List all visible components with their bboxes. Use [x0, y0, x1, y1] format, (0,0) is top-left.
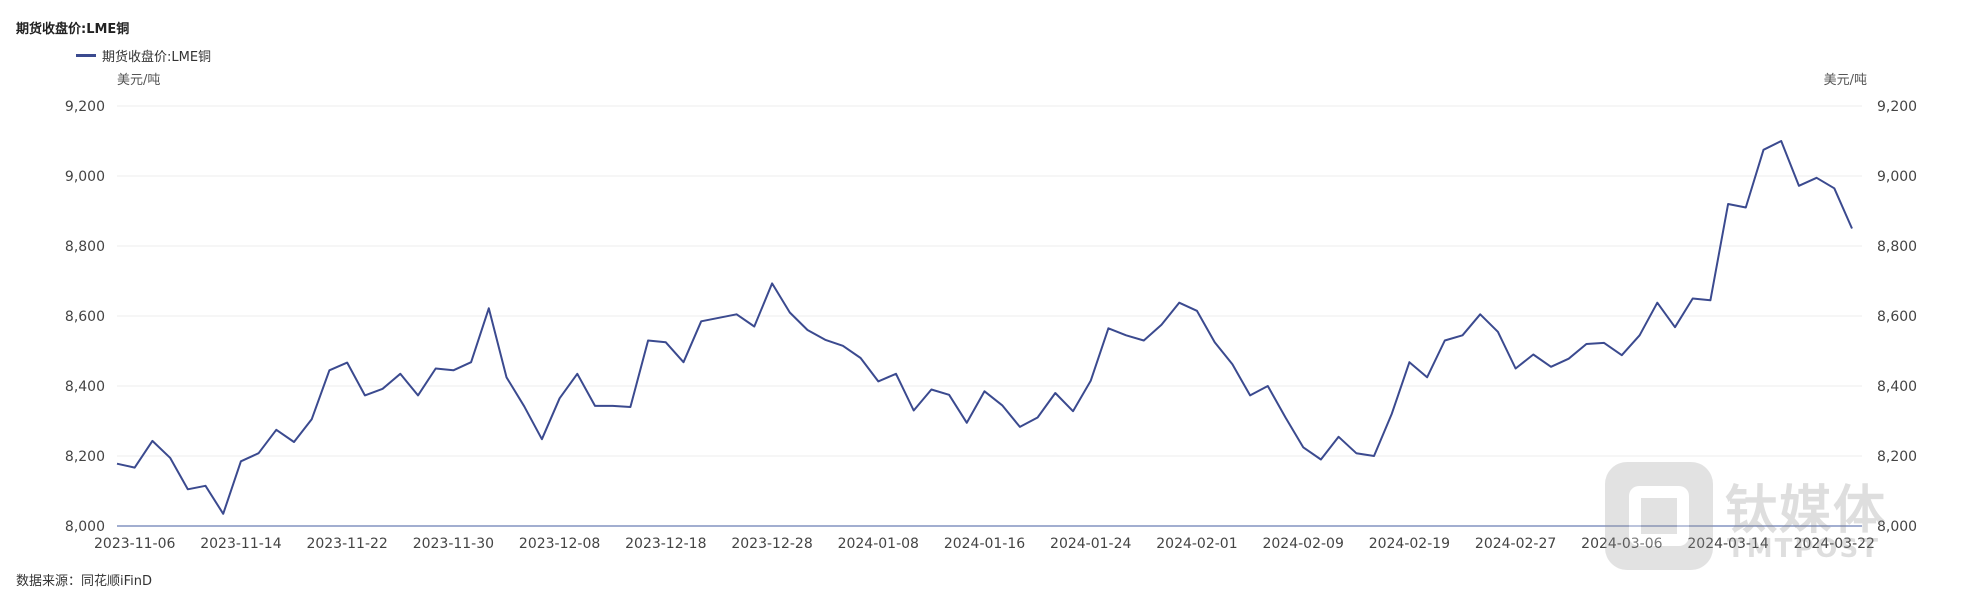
- x-tick-label: 2023-12-28: [731, 536, 812, 552]
- y-tick-label-left: 9,000: [65, 169, 105, 185]
- x-tick-label: 2024-02-09: [1262, 536, 1343, 552]
- y-tick-label-left: 8,600: [65, 309, 105, 325]
- x-tick-label: 2024-01-16: [944, 536, 1025, 552]
- x-tick-label: 2024-03-06: [1581, 536, 1662, 552]
- legend-swatch: [76, 54, 96, 57]
- x-tick-label: 2023-12-08: [519, 536, 600, 552]
- x-tick-label: 2024-03-14: [1687, 536, 1768, 552]
- x-tick-label: 2023-11-14: [200, 536, 281, 552]
- x-tick-label: 2024-02-27: [1475, 536, 1556, 552]
- watermark-t-icon: [1605, 462, 1713, 570]
- legend-label: 期货收盘价:LME铜: [102, 50, 212, 65]
- y-tick-label-left: 8,000: [65, 519, 105, 535]
- x-tick-label: 2024-02-19: [1369, 536, 1450, 552]
- x-tick-label: 2023-11-22: [306, 536, 387, 552]
- y-tick-label-right: 8,400: [1877, 379, 1917, 395]
- legend[interactable]: 期货收盘价:LME铜: [76, 46, 211, 65]
- watermark-brand-en: TMTPOST: [1727, 534, 1880, 564]
- y-tick-label-left: 8,400: [65, 379, 105, 395]
- y-axis-unit-left: 美元/吨: [117, 73, 160, 88]
- series-line: [116, 140, 1853, 515]
- y-tick-label-right: 8,600: [1877, 309, 1917, 325]
- y-tick-label-left: 8,200: [65, 449, 105, 465]
- y-tick-label-right: 9,000: [1877, 169, 1917, 185]
- chart-title: 期货收盘价:LME铜: [16, 22, 130, 37]
- x-tick-label: 2024-01-24: [1050, 536, 1131, 552]
- y-tick-label-right: 8,800: [1877, 239, 1917, 255]
- x-tick-label: 2023-12-18: [625, 536, 706, 552]
- x-tick-label: 2024-03-22: [1794, 536, 1875, 552]
- y-tick-label-right: 9,200: [1877, 99, 1917, 115]
- y-tick-label-right: 8,200: [1877, 449, 1917, 465]
- watermark-brand: 钛媒体: [1725, 481, 1888, 541]
- data-source-note: 数据来源：同花顺iFinD: [16, 574, 153, 589]
- x-tick-label: 2024-01-08: [838, 536, 919, 552]
- x-tick-label: 2023-11-30: [413, 536, 494, 552]
- x-tick-label: 2024-02-01: [1156, 536, 1237, 552]
- y-tick-label-right: 8,000: [1877, 519, 1917, 535]
- x-tick-label: 2023-11-06: [94, 536, 175, 552]
- watermark-logo: 钛媒体 TMTPOST: [1605, 462, 1915, 572]
- y-tick-label-left: 9,200: [65, 99, 105, 115]
- y-axis-unit-right: 美元/吨: [1824, 73, 1867, 88]
- y-tick-label-left: 8,800: [65, 239, 105, 255]
